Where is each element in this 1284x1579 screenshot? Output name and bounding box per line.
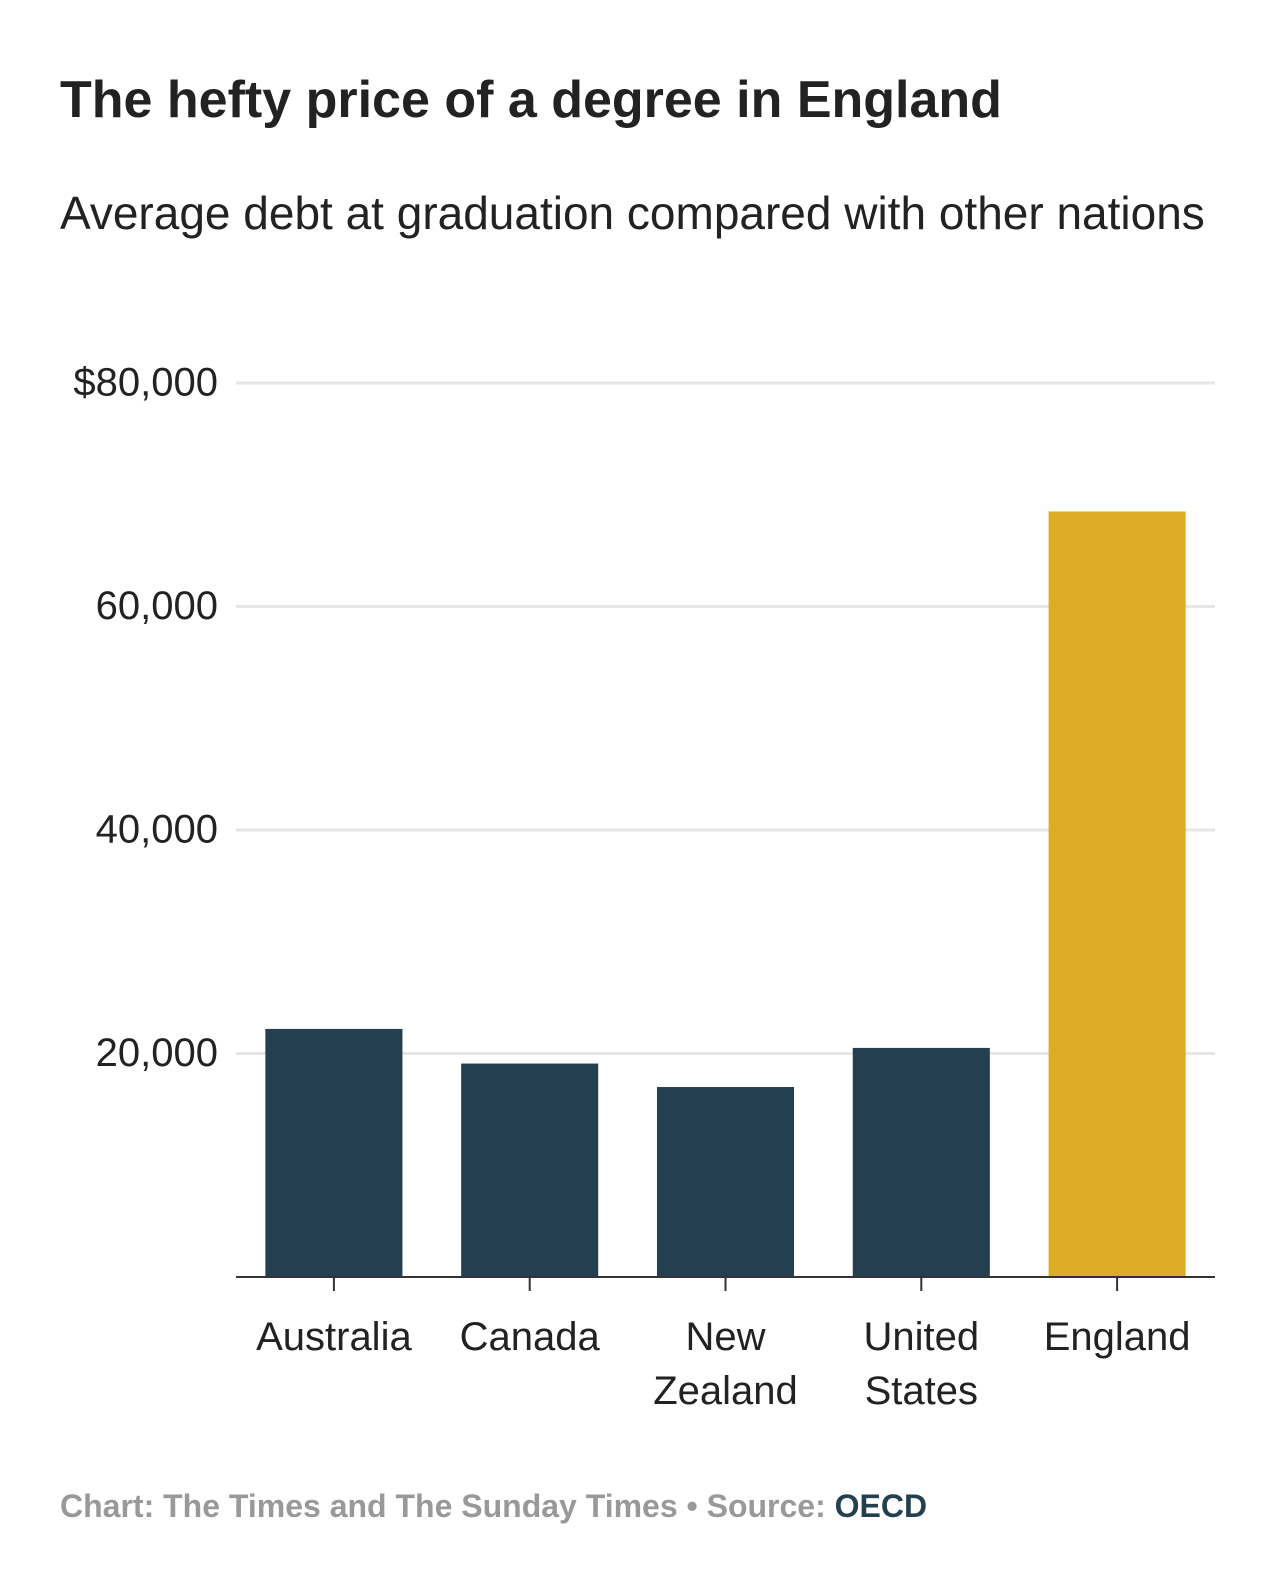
chart-subtitle: Average debt at graduation compared with…	[60, 187, 1205, 239]
source: OECD	[834, 1488, 928, 1524]
chart-title: The hefty price of a degree in England	[60, 71, 1002, 129]
credit: Chart: The Times and The Sunday Times • …	[60, 1488, 826, 1524]
x-tick-label: New Zealand	[653, 1315, 798, 1413]
y-tick-label: 60,000	[96, 584, 218, 628]
bar	[265, 1028, 403, 1277]
bar	[461, 1063, 599, 1277]
bar	[1048, 511, 1186, 1277]
x-tick-label: Canada	[459, 1315, 600, 1359]
x-tick-label: England	[1043, 1315, 1191, 1359]
y-tick-label: $80,000	[73, 361, 218, 405]
x-tick-label: Australia	[256, 1315, 412, 1359]
x-tick-label: United States	[863, 1315, 980, 1413]
bar	[852, 1047, 990, 1277]
bar	[656, 1087, 795, 1277]
footer: Chart: The Times and The Sunday Times • …	[60, 1488, 927, 1525]
y-tick-label: 40,000	[96, 808, 218, 852]
y-tick-label: 20,000	[96, 1031, 218, 1075]
